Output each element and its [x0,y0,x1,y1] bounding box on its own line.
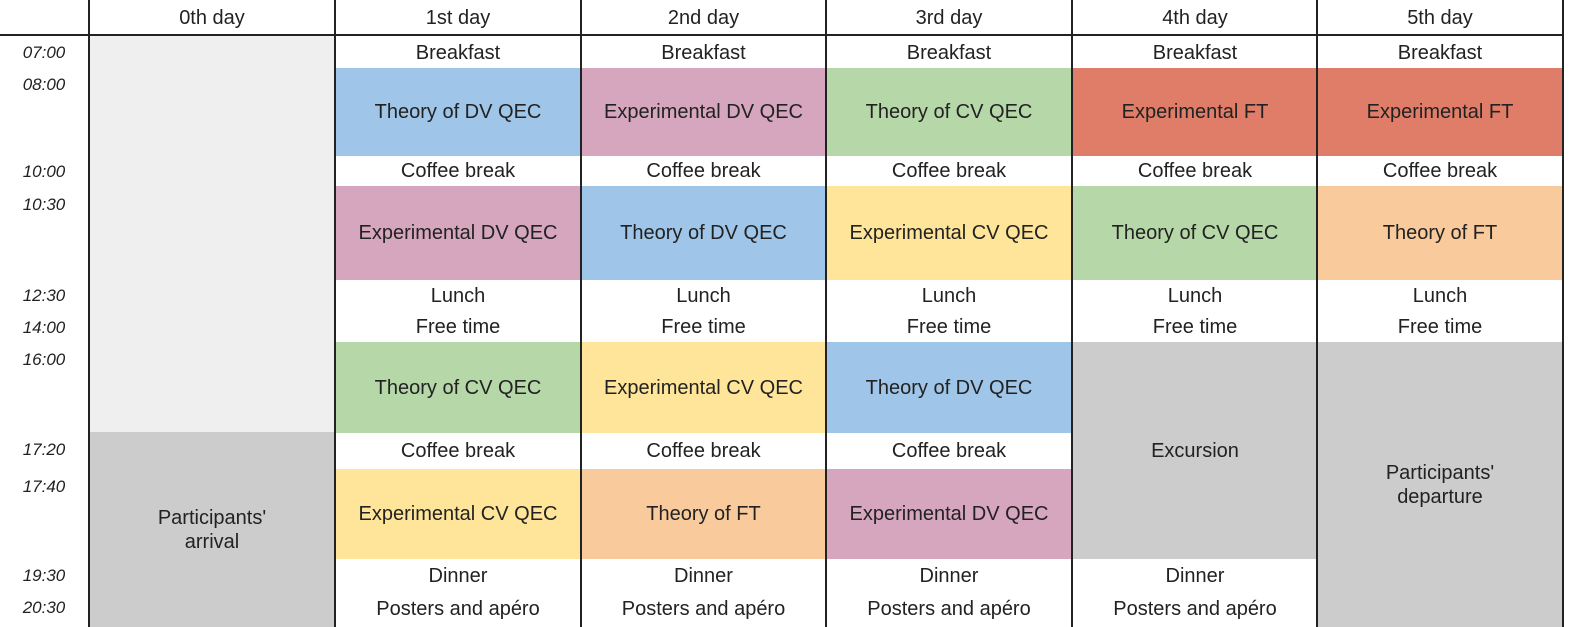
day2-session-afternoon2: Theory of FT [582,469,825,559]
time-label: 20:30 [22,598,66,617]
day5-session-morning1: Experimental FT [1318,68,1562,156]
day3-coffee-pm: Coffee break [891,440,1007,462]
day0-free-block [90,36,334,432]
column-divider [1071,0,1073,627]
day3-session-afternoon1: Theory of DV QEC [827,342,1071,433]
time-label: 17:20 [22,440,66,459]
day5-session-morning2: Theory of FT [1318,186,1562,280]
day3-session-afternoon2: Experimental DV QEC [827,469,1071,559]
column-divider [1316,0,1318,627]
day2-free: Free time [661,315,746,338]
day1-breakfast: Breakfast [415,42,501,64]
day1-coffee-pm: Coffee break [400,440,516,462]
day4-session-morning1: Experimental FT [1073,68,1317,156]
header-divider [0,34,1564,36]
day2-coffee-am: Coffee break [646,160,761,182]
day4-dinner: Dinner [1165,564,1225,587]
day4-session-morning2: Theory of CV QEC [1073,186,1317,280]
header-day-0: 0th day [179,7,245,29]
day3-session-morning1: Theory of CV QEC [827,68,1071,156]
day2-dinner: Dinner [674,564,733,587]
time-label: 19:30 [22,566,66,585]
time-label: 17:40 [22,477,66,496]
day3-posters: Posters and apéro [867,597,1031,620]
day5-lunch: Lunch [1412,284,1468,307]
header-day-4: 4th day [1162,7,1228,29]
day1-session-afternoon1: Theory of CV QEC [336,342,580,433]
day4-free: Free time [1152,315,1238,338]
time-label: 14:00 [22,318,66,337]
day2-session-morning1: Experimental DV QEC [582,68,825,156]
day1-posters: Posters and apéro [376,597,540,620]
column-divider [334,0,336,627]
header-day-2: 2nd day [667,7,740,29]
day5-breakfast: Breakfast [1397,42,1483,64]
day3-dinner: Dinner [919,564,979,587]
day4-posters: Posters and apéro [1113,597,1277,620]
day3-session-morning2: Experimental CV QEC [827,186,1071,280]
header-day-5: 5th day [1407,7,1473,29]
day0-arrival: Participants' arrival [90,432,334,627]
day1-session-morning2: Experimental DV QEC [336,186,580,280]
day2-breakfast: Breakfast [661,42,746,64]
day3-lunch: Lunch [921,284,977,307]
day3-coffee-am: Coffee break [891,160,1007,182]
day4-coffee-am: Coffee break [1137,160,1253,182]
day2-lunch: Lunch [676,284,731,307]
column-divider [825,0,827,627]
day2-session-morning2: Theory of DV QEC [582,186,825,280]
day4-breakfast: Breakfast [1152,42,1238,64]
header-day-1: 1st day [425,7,491,29]
day2-coffee-pm: Coffee break [646,440,761,462]
time-label: 10:00 [22,162,66,181]
day2-posters: Posters and apéro [621,597,786,620]
time-label: 07:00 [22,43,66,62]
day1-session-afternoon2: Experimental CV QEC [336,469,580,559]
day1-session-morning1: Theory of DV QEC [336,68,580,156]
column-divider [580,0,582,627]
day4-excursion: Excursion [1073,342,1317,559]
time-label: 16:00 [22,350,66,369]
day5-coffee-am: Coffee break [1382,160,1498,182]
day3-breakfast: Breakfast [906,42,992,64]
time-label: 10:30 [22,195,66,214]
header-day-3: 3rd day [915,7,983,29]
day3-free: Free time [906,315,992,338]
column-divider [88,0,90,627]
time-label: 08:00 [22,75,66,94]
day1-free: Free time [415,315,501,338]
day1-lunch: Lunch [430,284,486,307]
column-divider [1562,0,1564,627]
day5-departure: Participants' departure [1318,342,1562,627]
day4-lunch: Lunch [1167,284,1223,307]
day1-dinner: Dinner [428,564,488,587]
day2-session-afternoon1: Experimental CV QEC [582,342,825,433]
time-label: 12:30 [22,286,66,305]
day5-free: Free time [1397,315,1483,338]
day1-coffee-am: Coffee break [400,160,516,182]
